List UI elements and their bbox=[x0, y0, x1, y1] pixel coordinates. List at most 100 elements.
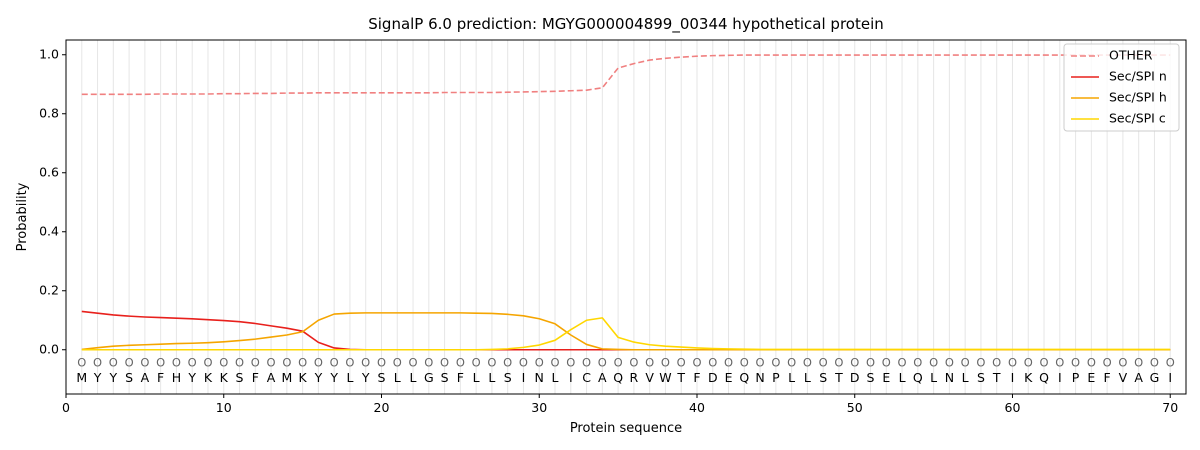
chart-title: SignalP 6.0 prediction: MGYG000004899_00… bbox=[368, 15, 884, 34]
region-marker: O bbox=[961, 356, 970, 370]
region-marker: O bbox=[819, 356, 828, 370]
residue-letter: V bbox=[1119, 370, 1128, 385]
region-marker: O bbox=[898, 356, 907, 370]
series-line-3 bbox=[81, 317, 1171, 351]
region-marker: O bbox=[740, 356, 749, 370]
region-marker: O bbox=[945, 356, 954, 370]
region-marker: O bbox=[93, 356, 102, 370]
region-marker: O bbox=[456, 356, 465, 370]
region-marker: O bbox=[203, 356, 212, 370]
residue-letter: Q bbox=[739, 370, 749, 385]
residue-letter: L bbox=[552, 370, 559, 385]
region-marker: O bbox=[1166, 356, 1175, 370]
plot-frame bbox=[65, 39, 1187, 395]
region-marker: O bbox=[156, 356, 165, 370]
residue-letter: C bbox=[582, 370, 591, 385]
region-marker: O bbox=[629, 356, 638, 370]
residue-letter: S bbox=[977, 370, 985, 385]
x-tick-label: 40 bbox=[689, 400, 705, 415]
region-marker: O bbox=[598, 356, 607, 370]
region-marker: O bbox=[677, 356, 686, 370]
residue-letter: T bbox=[834, 370, 843, 385]
legend-box bbox=[1063, 43, 1180, 132]
region-marker: O bbox=[692, 356, 701, 370]
region-marker: O bbox=[929, 356, 938, 370]
residue-letter: Y bbox=[187, 370, 196, 385]
residue-letter: P bbox=[1072, 370, 1080, 385]
series-line-1 bbox=[81, 310, 1171, 351]
residue-letter: F bbox=[1104, 370, 1111, 385]
residue-letter: N bbox=[945, 370, 954, 385]
residue-letter: S bbox=[819, 370, 827, 385]
x-tick-label: 10 bbox=[216, 400, 232, 415]
region-marker: O bbox=[1055, 356, 1064, 370]
legend: OTHER Sec/SPI n Sec/SPI h Sec/SPI c bbox=[1063, 43, 1180, 132]
residue-letter: K bbox=[299, 370, 308, 385]
region-marker: O bbox=[140, 356, 149, 370]
region-marker: O bbox=[109, 356, 118, 370]
residue-letter: L bbox=[394, 370, 401, 385]
x-tick-label: 70 bbox=[1162, 400, 1178, 415]
region-marker: O bbox=[519, 356, 528, 370]
legend-label-0: OTHER bbox=[1109, 48, 1153, 63]
residue-letter: Y bbox=[109, 370, 118, 385]
residue-letter: E bbox=[725, 370, 733, 385]
residue-letter: M bbox=[281, 370, 292, 385]
region-marker: O bbox=[661, 356, 670, 370]
residue-letter: G bbox=[1150, 370, 1160, 385]
residue-letter: I bbox=[1058, 370, 1062, 385]
residue-letter: G bbox=[424, 370, 434, 385]
residue-letter: H bbox=[172, 370, 181, 385]
legend-label-3: Sec/SPI c bbox=[1109, 111, 1166, 126]
region-marker: O bbox=[866, 356, 875, 370]
region-marker: O bbox=[125, 356, 134, 370]
residue-letter: T bbox=[992, 370, 1001, 385]
residue-letter: Q bbox=[913, 370, 923, 385]
region-marker: O bbox=[77, 356, 86, 370]
region-marker: O bbox=[472, 356, 481, 370]
residue-letter: D bbox=[850, 370, 860, 385]
x-tick-label: 30 bbox=[531, 400, 547, 415]
region-marker: O bbox=[850, 356, 859, 370]
residue-letter: K bbox=[204, 370, 213, 385]
residue-letter: P bbox=[772, 370, 780, 385]
residue-letter: N bbox=[535, 370, 544, 385]
residue-letter: V bbox=[645, 370, 654, 385]
residue-letter: K bbox=[220, 370, 229, 385]
residue-letter: S bbox=[236, 370, 244, 385]
residue-letter: K bbox=[1024, 370, 1033, 385]
region-marker: O bbox=[614, 356, 623, 370]
region-marker: O bbox=[487, 356, 496, 370]
region-marker: O bbox=[251, 356, 260, 370]
region-marker: O bbox=[1103, 356, 1112, 370]
residue-letter: L bbox=[804, 370, 811, 385]
region-marker: O bbox=[535, 356, 544, 370]
legend-label-2: Sec/SPI h bbox=[1109, 90, 1167, 105]
residue-letter: F bbox=[157, 370, 164, 385]
region-marker: O bbox=[409, 356, 418, 370]
residue-letter: Y bbox=[93, 370, 102, 385]
x-tick-label: 50 bbox=[847, 400, 863, 415]
region-marker: O bbox=[345, 356, 354, 370]
residue-letter: L bbox=[962, 370, 969, 385]
region-marker: O bbox=[724, 356, 733, 370]
residue-letter: N bbox=[755, 370, 764, 385]
y-tick-label: 0.8 bbox=[39, 105, 59, 120]
region-marker: O bbox=[1008, 356, 1017, 370]
residue-letter: L bbox=[788, 370, 795, 385]
residue-letter: D bbox=[708, 370, 718, 385]
region-marker: O bbox=[708, 356, 717, 370]
residue-letter: S bbox=[378, 370, 386, 385]
residue-letter: I bbox=[569, 370, 573, 385]
y-tick-label: 0.2 bbox=[39, 282, 59, 297]
region-marker: O bbox=[1134, 356, 1143, 370]
residue-letter: I bbox=[1011, 370, 1015, 385]
residue-letter: S bbox=[125, 370, 133, 385]
series-layer bbox=[81, 54, 1171, 351]
region-marker: O bbox=[834, 356, 843, 370]
residue-letter: I bbox=[1168, 370, 1172, 385]
residue-letter: Y bbox=[361, 370, 370, 385]
x-tick-label: 0 bbox=[62, 400, 70, 415]
x-tick-label: 20 bbox=[374, 400, 390, 415]
